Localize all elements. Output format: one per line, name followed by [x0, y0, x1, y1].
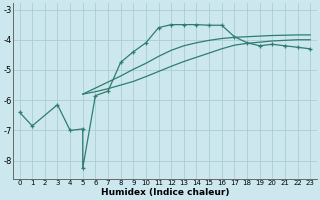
X-axis label: Humidex (Indice chaleur): Humidex (Indice chaleur) [100, 188, 229, 197]
